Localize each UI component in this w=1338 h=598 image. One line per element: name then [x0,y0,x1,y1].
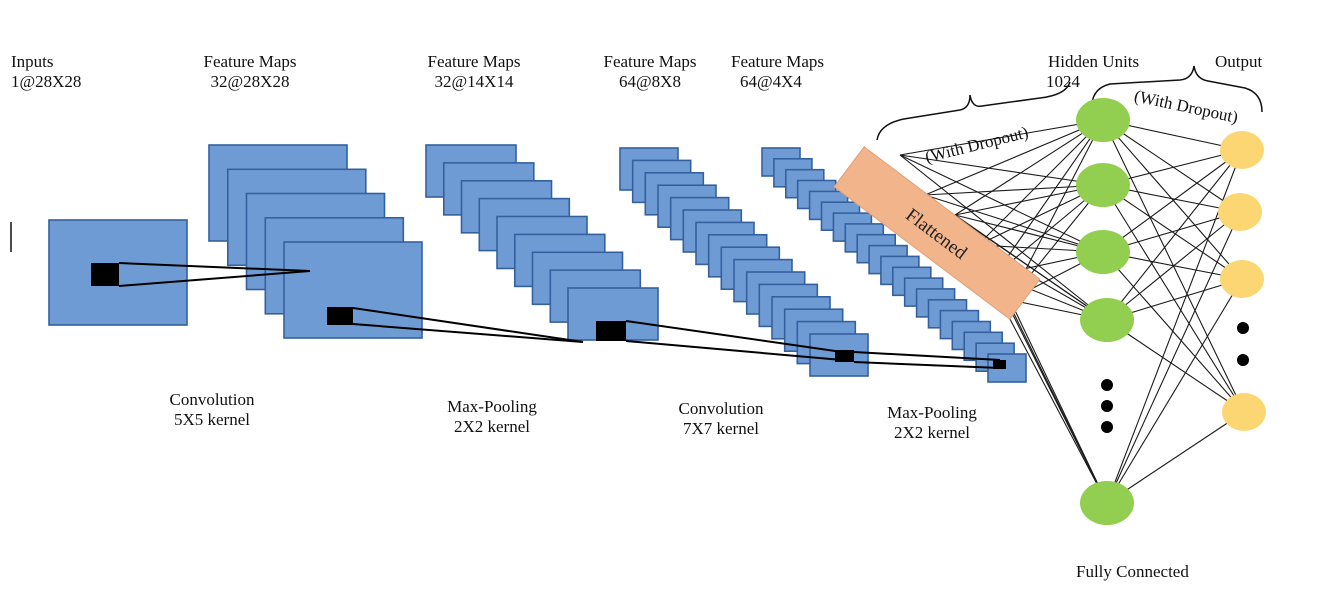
fully-connected-label: Fully Connected [1076,562,1189,581]
pool1-name: Max-Pooling [447,397,537,416]
output-node [1222,393,1266,431]
dropout-brace-1 [876,81,1071,141]
inputs-title: Inputs [11,52,54,71]
fm2-label: Feature Maps 32@14X14 [404,52,544,92]
hidden-output-connection [1106,149,1243,321]
output-label: Output [1215,52,1262,72]
hidden-size: 1024 [1046,72,1080,91]
kernel-1 [327,307,353,325]
hidden-output-connection [1102,184,1245,413]
flatten-connection [954,119,1104,216]
hidden-output-connection [1102,119,1241,213]
inputs-label: Inputs 1@28X28 [11,52,81,92]
fm1-label: Feature Maps 32@28X28 [180,52,320,92]
output-title: Output [1215,52,1263,71]
kernel-4 [993,360,1006,369]
hidden-output-connection [1106,278,1243,504]
hidden-node [1076,230,1130,274]
feature-maps-32-14 [425,144,659,341]
pool1-label: Max-Pooling 2X2 kernel [422,397,562,437]
dropout-label-2: (With Dropout) [1133,86,1240,127]
output-node [1220,260,1264,298]
fm3-size: 64@8X8 [619,72,681,91]
hidden-node [1076,163,1130,207]
flattened-bar: Flattened [833,146,1041,320]
dropout-brace-2 [1091,65,1263,113]
fm4-size: 64@4X4 [740,72,802,91]
hidden-title: Hidden Units [1048,52,1140,71]
flatten-connection [1009,299,1108,504]
hidden-output-connection [1102,119,1243,280]
flatten-connection [994,119,1104,276]
hidden-output-connection [1106,319,1245,413]
feature-maps-64-8 [619,147,869,377]
flatten-connection [977,119,1104,246]
hidden-output-connection [1106,211,1241,321]
flatten-connection [899,154,1104,253]
fm3-title: Feature Maps [603,52,697,71]
fm1-size: 32@28X28 [210,72,290,91]
fc-nodes [1076,98,1266,525]
input-kernel [91,263,119,286]
pool2-label: Max-Pooling 2X2 kernel [862,403,1002,443]
fm4-title: Feature Maps [731,52,825,71]
kernel-3 [835,350,854,362]
conv2-label: Convolution 7X7 kernel [651,399,791,439]
fm1-title: Feature Maps [203,52,297,71]
hidden-output-connection [1102,149,1243,253]
conv1-kernel: 5X5 kernel [173,410,250,429]
hidden-label: Hidden Units 1024 [1046,52,1139,92]
feature-maps-64-4 [761,147,1027,383]
conv1-name: Convolution [169,390,255,409]
fm2-size: 32@14X14 [434,72,514,91]
hidden-node [1080,481,1134,525]
fm3-label: Feature Maps 64@8X8 [580,52,720,92]
output-ellipsis [1237,322,1249,366]
flatten-connection [899,154,1104,186]
flatten-connection [924,184,1104,196]
hidden-ellipsis [1101,379,1113,433]
dropout-label-1: (With Dropout) [923,123,1030,167]
pool2-name: Max-Pooling [887,403,977,422]
fm2-title: Feature Maps [427,52,521,71]
flatten-connection [899,119,1104,156]
flatten-connection [924,194,1104,253]
pool2-kernel: 2X2 kernel [893,423,970,442]
hidden-node [1080,298,1134,342]
conv2-name: Convolution [678,399,764,418]
hidden-output-connection [1106,211,1241,504]
projection-lines [118,262,1001,369]
inputs-size: 1@28X28 [11,72,82,91]
output-node [1220,131,1264,169]
flatten-connection [924,119,1104,196]
hidden-output-connection [1102,251,1245,413]
output-node [1218,193,1262,231]
feature-maps-32-28 [208,144,423,339]
hidden-output-connection [1106,411,1245,504]
hidden-node [1076,98,1130,142]
fm4-label: Feature Maps 64@4X4 [731,52,824,92]
pool1-kernel: 2X2 kernel [453,417,530,436]
kernel-2 [596,321,626,341]
conv1-label: Convolution 5X5 kernel [142,390,282,430]
flatten-connection [899,154,1108,321]
conv2-kernel: 7X7 kernel [682,419,759,438]
